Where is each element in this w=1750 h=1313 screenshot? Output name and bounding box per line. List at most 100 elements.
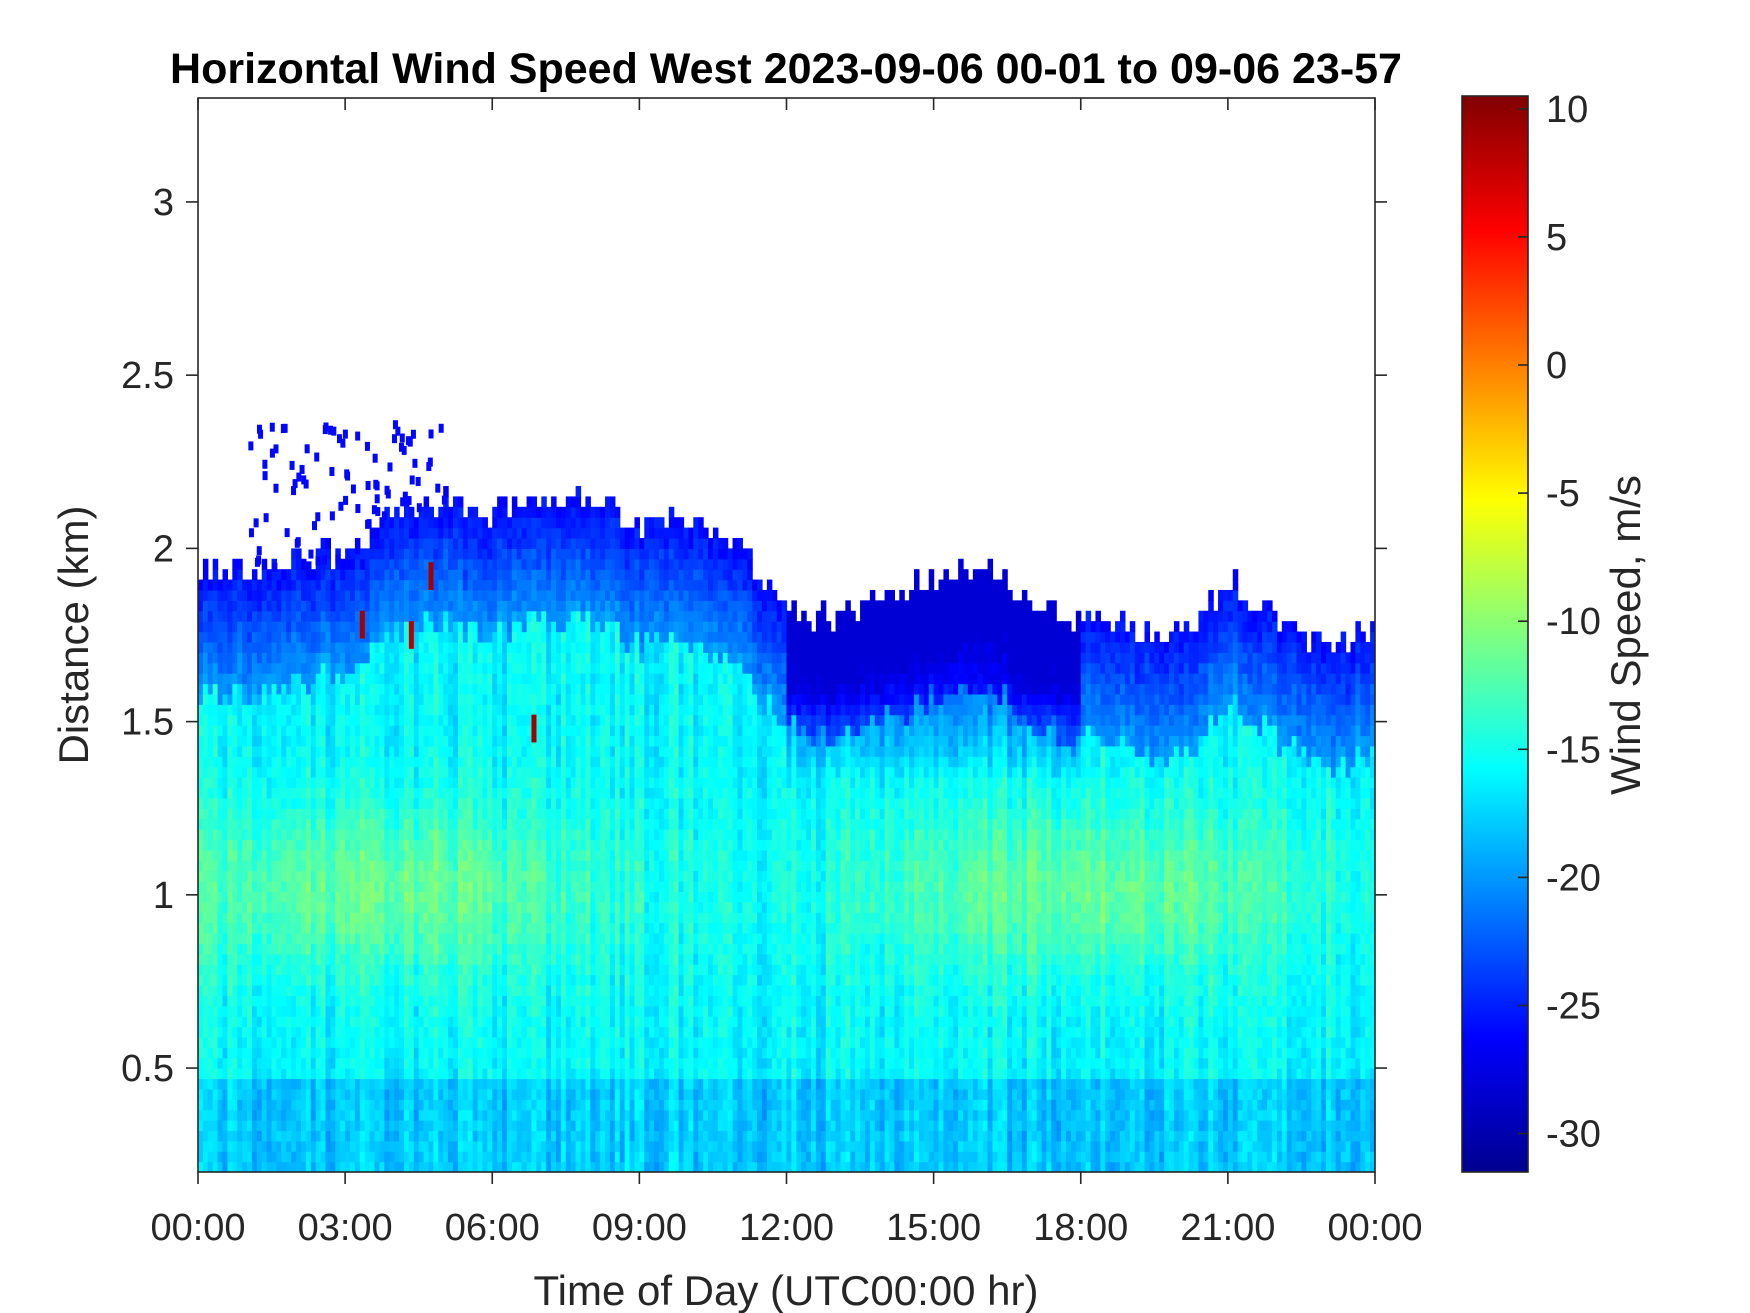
heatmap-cell <box>560 1109 567 1121</box>
heatmap-cell <box>291 1036 297 1048</box>
heatmap-cell <box>266 725 273 737</box>
heatmap-cell <box>536 621 542 633</box>
heatmap-cell <box>271 1068 278 1080</box>
heatmap-cell <box>389 797 395 809</box>
heatmap-cell <box>413 537 420 549</box>
heatmap-cell <box>531 1005 537 1017</box>
heatmap-cell <box>526 953 533 965</box>
heatmap-cell <box>477 1057 484 1069</box>
heatmap-cell <box>227 631 233 643</box>
heatmap-cell <box>212 725 219 737</box>
heatmap-cell <box>266 839 273 851</box>
heatmap-cell <box>335 621 341 633</box>
heatmap-cell <box>428 756 434 768</box>
heatmap-cell <box>453 548 459 560</box>
heatmap-cell <box>276 1047 282 1059</box>
heatmap-cell <box>560 631 567 643</box>
heatmap-cell <box>575 641 582 653</box>
heatmap-cell <box>345 1099 351 1111</box>
heatmap-cell <box>521 901 528 913</box>
heatmap-cell <box>340 1151 346 1163</box>
heatmap-cell <box>276 922 282 934</box>
heatmap-cell <box>291 1151 297 1163</box>
heatmap-cell <box>506 714 513 726</box>
heatmap-cell <box>570 745 577 757</box>
heatmap-cell <box>443 912 449 924</box>
heatmap-cell <box>497 1036 503 1048</box>
heatmap-cell <box>541 693 547 705</box>
heatmap-cell <box>261 662 268 674</box>
heatmap-cell <box>570 725 577 737</box>
heatmap-cell <box>497 932 503 944</box>
heatmap-cell <box>462 912 469 924</box>
heatmap-cell <box>443 766 449 778</box>
heatmap-cell <box>443 974 449 986</box>
heatmap-cell <box>477 912 484 924</box>
heatmap-cell <box>565 1057 572 1069</box>
heatmap-cell <box>207 984 214 996</box>
heatmap-cell <box>227 589 233 601</box>
heatmap-cell <box>296 1088 302 1100</box>
heatmap-cell <box>251 984 258 996</box>
heatmap-cell <box>541 496 547 508</box>
heatmap-cell <box>340 1047 346 1059</box>
heatmap-cell <box>413 693 420 705</box>
heatmap-cell <box>453 839 459 851</box>
heatmap-cell <box>448 891 454 903</box>
heatmap-cell <box>237 1120 243 1132</box>
heatmap-cell <box>580 964 587 976</box>
heatmap-cell <box>551 621 557 633</box>
heatmap-cell <box>281 1005 287 1017</box>
heatmap-cell <box>575 912 582 924</box>
heatmap-cell <box>413 652 420 664</box>
heatmap-cell <box>256 829 263 840</box>
heatmap-cell <box>354 1047 361 1059</box>
heatmap-cell <box>497 517 503 529</box>
heatmap-cell <box>369 1026 376 1038</box>
heatmap-cell <box>261 558 268 570</box>
heatmap-cell <box>305 673 312 685</box>
heatmap-cell <box>291 1130 297 1142</box>
heatmap-cell <box>575 974 582 986</box>
heatmap-cell <box>531 673 537 685</box>
heatmap-cell <box>585 1036 591 1048</box>
heatmap-cell <box>247 922 253 934</box>
heatmap-cell <box>261 1109 268 1121</box>
heatmap-cell <box>570 922 577 934</box>
heatmap-cell <box>237 1005 243 1017</box>
heatmap-cell <box>502 777 508 789</box>
heatmap-cell <box>492 745 498 757</box>
heatmap-cell <box>369 932 376 944</box>
heatmap-cell <box>546 631 552 643</box>
heatmap-cell <box>467 683 474 695</box>
heatmap-cell <box>423 673 430 685</box>
heatmap-cell <box>413 683 420 695</box>
heatmap-cell <box>281 901 287 913</box>
heatmap-cell <box>202 600 209 612</box>
heatmap-cell <box>207 777 214 789</box>
heatmap-cell <box>536 912 542 924</box>
heatmap-cell <box>384 600 390 612</box>
heatmap-cell <box>502 1130 508 1142</box>
heatmap-cell <box>310 589 317 601</box>
heatmap-cell <box>472 1005 479 1017</box>
heatmap-cell <box>384 1016 390 1028</box>
heatmap-cell <box>433 704 439 716</box>
heatmap-cell <box>502 1016 508 1028</box>
heatmap-cell <box>413 1078 420 1090</box>
heatmap-cell <box>354 693 361 705</box>
heatmap-cell <box>364 579 371 591</box>
heatmap-cell <box>389 1026 395 1038</box>
heatmap-cell <box>364 725 371 737</box>
heatmap-cell <box>590 610 596 622</box>
heatmap-cell <box>570 808 577 820</box>
heatmap-cell <box>511 870 518 882</box>
heatmap-cell <box>256 1161 263 1172</box>
heatmap-cell <box>384 901 390 913</box>
heatmap-cell <box>556 735 562 747</box>
heatmap-cell <box>516 1047 523 1059</box>
heatmap-cell <box>482 849 488 861</box>
heatmap-cell <box>580 777 587 789</box>
heatmap-cell <box>271 662 278 674</box>
heatmap-cell <box>227 1026 233 1038</box>
